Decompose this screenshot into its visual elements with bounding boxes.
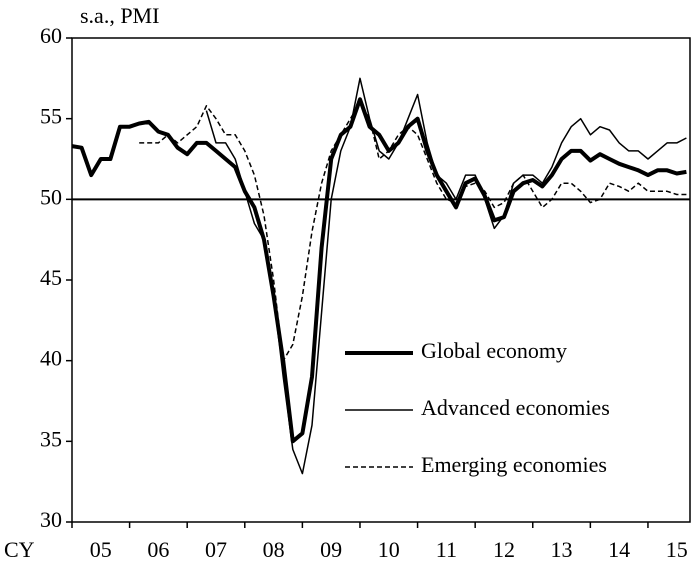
series-line: [205, 77, 687, 475]
y-tick-label: 60: [40, 23, 62, 48]
x-axis-label: CY: [4, 537, 35, 562]
x-tick-label: 15: [666, 537, 688, 562]
series-line: [71, 97, 687, 444]
series-line: [139, 101, 687, 362]
x-tick-label: 07: [205, 537, 227, 562]
y-tick-label: 45: [40, 265, 62, 290]
x-tick-label: 13: [551, 537, 573, 562]
x-tick-label: 12: [493, 537, 515, 562]
x-tick-label: 09: [320, 537, 342, 562]
y-tick-label: 50: [40, 184, 62, 209]
y-tick-label: 35: [40, 426, 62, 451]
y-axis-label: s.a., PMI: [80, 3, 159, 28]
legend-label: Global economy: [421, 338, 567, 363]
legend-label: Emerging economies: [421, 452, 607, 477]
plot-frame: [71, 37, 691, 523]
x-tick-label: 10: [378, 537, 400, 562]
y-tick-label: 55: [40, 104, 62, 129]
y-tick-label: 30: [40, 507, 62, 532]
y-tick-label: 40: [40, 346, 62, 371]
x-tick-label: 05: [90, 537, 112, 562]
x-tick-label: 14: [608, 537, 630, 562]
legend-label: Advanced economies: [421, 395, 610, 420]
x-tick-label: 08: [263, 537, 285, 562]
x-tick-label: 06: [147, 537, 169, 562]
x-tick-label: 11: [436, 537, 457, 562]
